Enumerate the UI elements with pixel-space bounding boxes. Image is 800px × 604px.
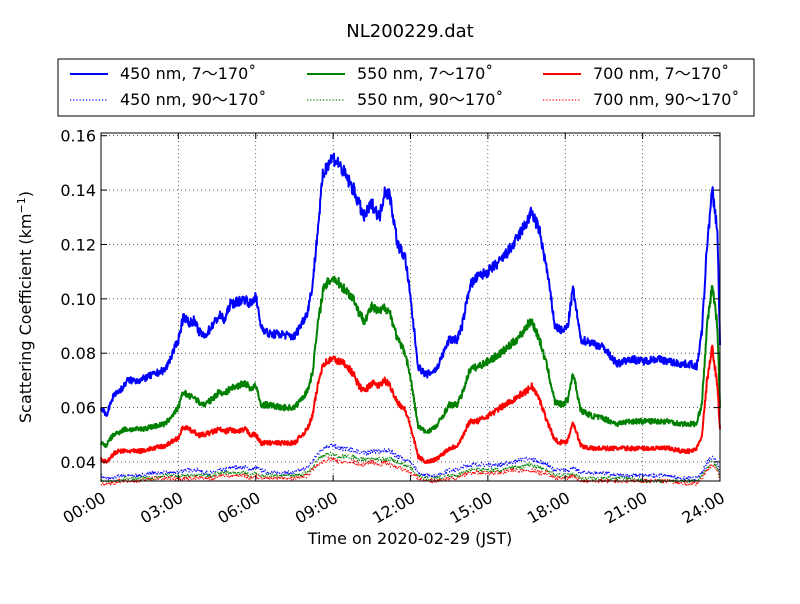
y-tick-label: 0.10 — [60, 290, 96, 309]
legend-box — [57, 58, 755, 117]
legend: 450 nm, 7～170˚ 450 nm, 90～170˚ 550 nm, 7～1… — [57, 58, 755, 117]
y-tick-label: 0.04 — [60, 453, 96, 472]
y-axis-label-close: ) — [16, 191, 35, 197]
y-tick-label: 0.14 — [60, 181, 96, 200]
series-line-5 — [100, 456, 721, 486]
y-tick-label: 0.08 — [60, 344, 96, 363]
legend-label: 700 nm, 90～170˚ — [593, 90, 739, 109]
legend-label: 700 nm, 7～170˚ — [593, 64, 729, 83]
legend-label: 550 nm, 90～170˚ — [357, 90, 503, 109]
series-lines — [100, 152, 721, 486]
y-tick-label: 0.06 — [60, 399, 96, 418]
x-axis-label: Time on 2020-02-29 (JST) — [307, 529, 512, 548]
y-axis-label: Scattering Coefficient (km−1) — [15, 191, 35, 423]
series-line-0 — [100, 152, 721, 417]
y-axis-label-superscript: −1 — [15, 197, 28, 213]
series-line-2 — [100, 344, 721, 465]
y-axis-label-main: Scattering Coefficient (km — [16, 213, 35, 423]
chart-title: NL200229.dat — [346, 21, 473, 42]
series-line-1 — [100, 275, 721, 448]
series-line-4 — [100, 451, 721, 484]
y-tick-label: 0.16 — [60, 127, 96, 146]
legend-label: 550 nm, 7～170˚ — [357, 64, 493, 83]
legend-label: 450 nm, 90～170˚ — [120, 90, 266, 109]
y-tick-label: 0.12 — [60, 235, 96, 254]
legend-label: 450 nm, 7～170˚ — [120, 64, 256, 83]
series-line-3 — [100, 443, 721, 481]
